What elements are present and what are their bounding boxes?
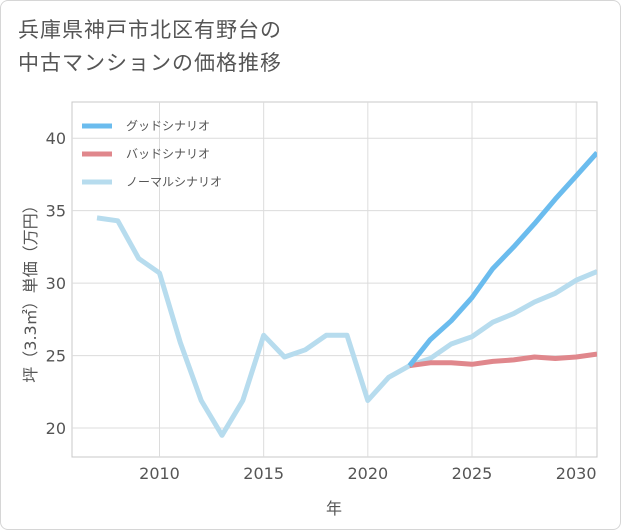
series-line-normal — [96, 215, 597, 438]
x-tick-label-2010: 2010 — [139, 464, 180, 483]
gridlines — [72, 102, 597, 457]
series-line-bad — [409, 351, 597, 369]
y-tick-label-40: 40 — [46, 129, 66, 148]
chart-title: 兵庫県神戸市北区有野台の 中古マンションの価格推移 — [18, 14, 282, 80]
legend-label-good: グッドシナリオ — [126, 119, 210, 133]
y-tick-label-35: 35 — [46, 202, 66, 221]
series-line-good — [407, 151, 597, 368]
x-tick-label-2025: 2025 — [452, 464, 493, 483]
y-axis-ticks: 20 25 30 35 40 — [46, 129, 66, 438]
legend-label-normal: ノーマルシナリオ — [126, 175, 222, 189]
x-tick-label-2020: 2020 — [347, 464, 388, 483]
y-tick-label-20: 20 — [46, 419, 66, 438]
y-tick-label-30: 30 — [46, 274, 66, 293]
plot-area — [71, 101, 598, 458]
x-tick-label-2015: 2015 — [243, 464, 284, 483]
y-tick-label-25: 25 — [46, 347, 66, 366]
series-lines — [96, 151, 597, 438]
chart-title-line-1: 兵庫県神戸市北区有野台の — [18, 18, 282, 42]
x-axis-title: 年 — [326, 499, 342, 518]
x-tick-label-2030: 2030 — [556, 464, 597, 483]
x-axis-ticks: 2010 2015 2020 2025 2030 — [139, 464, 596, 483]
legend-label-bad: バッドシナリオ — [126, 147, 210, 161]
chart-title-line-2: 中古マンションの価格推移 — [18, 51, 282, 75]
y-axis-title: 坪（3.3㎡）単価（万円） — [21, 197, 40, 382]
